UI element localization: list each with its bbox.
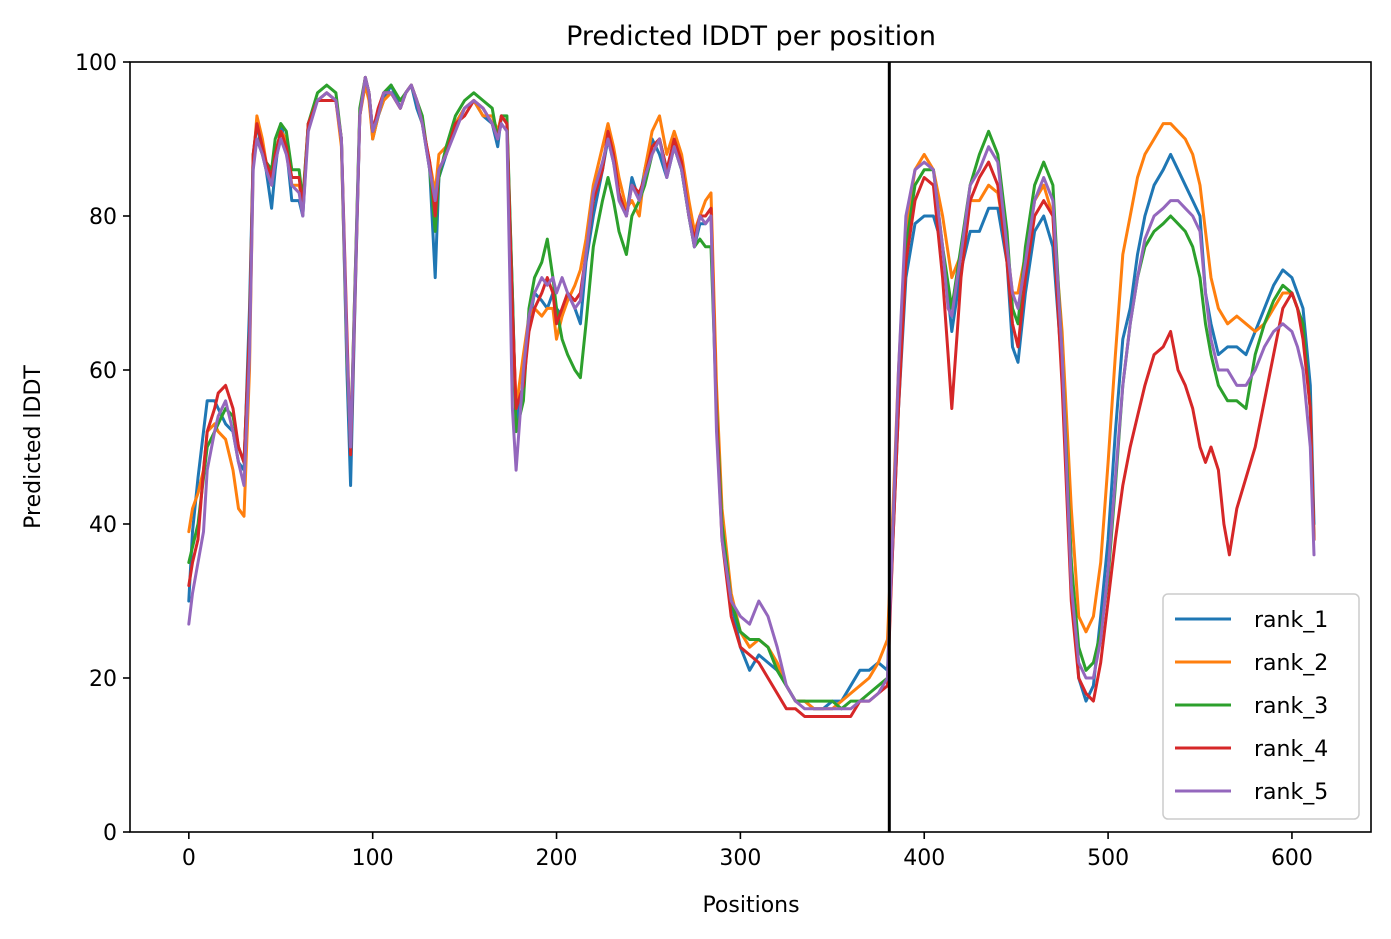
legend: rank_1 rank_2 rank_3 rank_4 rank_5 (1162, 593, 1360, 820)
legend-label-rank-5: rank_5 (1254, 780, 1328, 805)
legend-box (1162, 593, 1360, 820)
legend-label-rank-4: rank_4 (1254, 737, 1328, 762)
x-tick-label: 0 (182, 846, 196, 871)
y-tick-label: 100 (75, 51, 117, 76)
series-line-rank-5 (187, 75, 1316, 711)
y-tick-label: 60 (89, 359, 117, 384)
y-tick-label: 80 (89, 205, 117, 230)
series-layer (187, 75, 1316, 718)
legend-label-rank-3: rank_3 (1254, 694, 1328, 719)
y-tick-label: 0 (103, 821, 117, 846)
plot-frame (129, 61, 1372, 833)
x-axis-label: Positions (702, 893, 799, 918)
x-tick-label: 500 (1087, 846, 1129, 871)
x-tick-label: 400 (903, 846, 945, 871)
x-axis: 0 100 200 300 400 500 600 (182, 832, 1313, 871)
y-tick-label: 40 (89, 513, 117, 538)
x-tick-label: 100 (352, 846, 394, 871)
y-tick-label: 20 (89, 667, 117, 692)
x-tick-label: 200 (536, 846, 578, 871)
chart-title: Predicted lDDT per position (566, 21, 936, 52)
x-tick-label: 600 (1271, 846, 1313, 871)
legend-label-rank-2: rank_2 (1254, 651, 1328, 676)
x-tick-label: 300 (719, 846, 761, 871)
y-axis: 0 20 40 60 80 100 (75, 51, 130, 846)
legend-label-rank-1: rank_1 (1254, 608, 1328, 633)
y-axis-label: Predicted lDDT (21, 365, 46, 529)
